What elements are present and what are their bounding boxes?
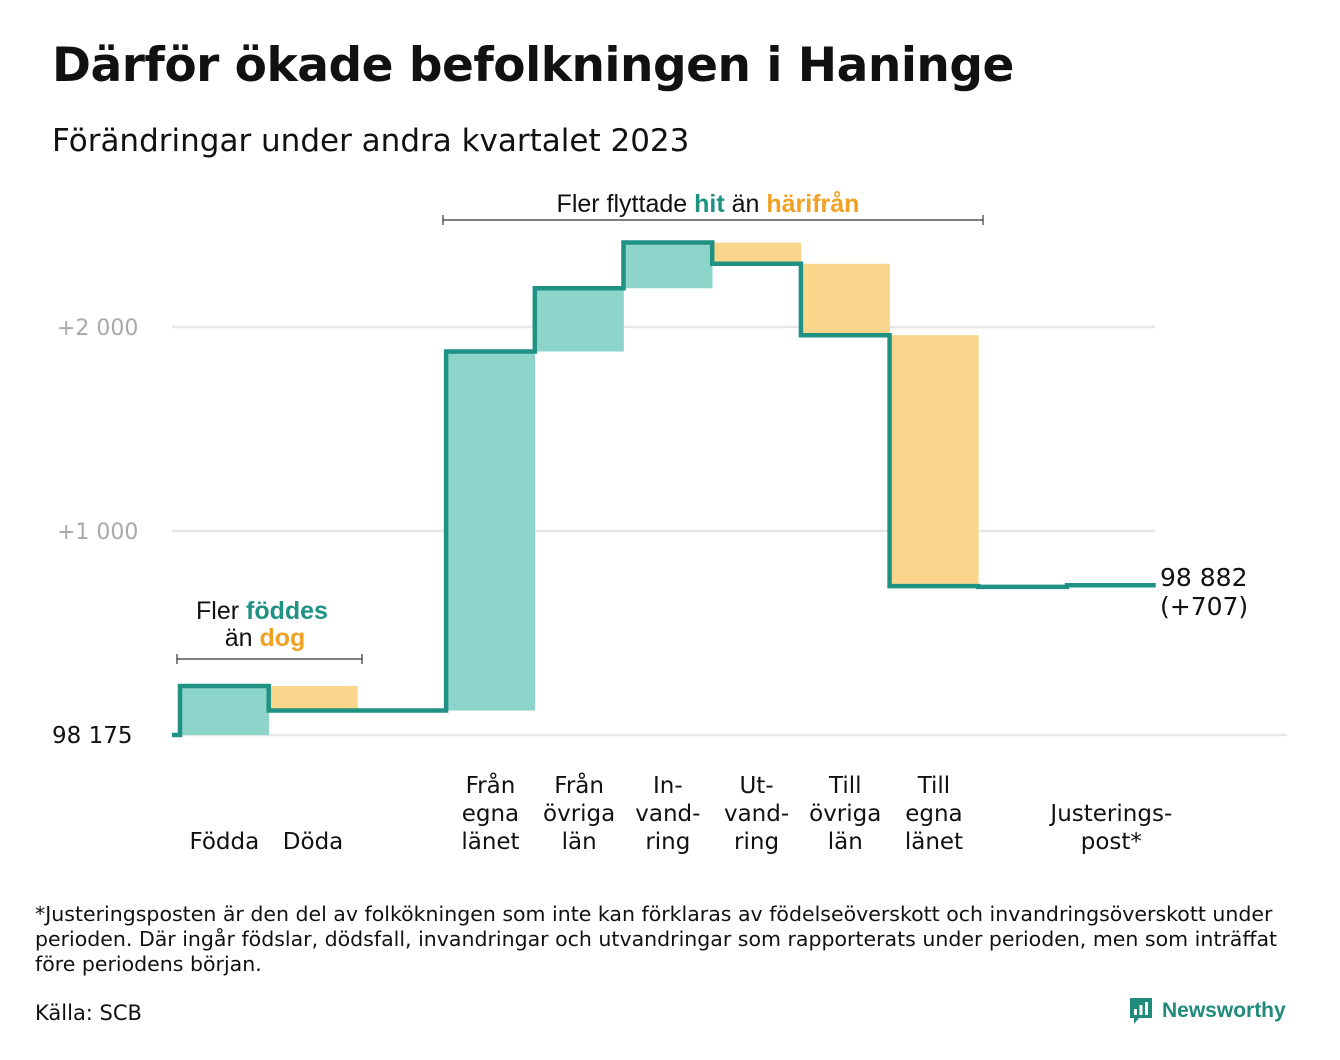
category-label: ring (734, 829, 779, 855)
bar-decrease (800, 263, 890, 336)
bar-decrease (712, 242, 802, 264)
bar-increase (623, 242, 713, 289)
chart-subtitle: Förändringar under andra kvartalet 2023 (52, 123, 690, 159)
running-total-path (172, 240, 1156, 738)
y-tick-label: +2 000 (57, 316, 138, 341)
source-label: Källa: SCB (35, 1001, 142, 1025)
category-label: egna (905, 801, 962, 827)
newsworthy-chart-icon (1130, 998, 1152, 1024)
bar-increase (534, 288, 624, 352)
category-label: län (562, 829, 597, 855)
category-label: övriga (543, 801, 615, 827)
brand-logo: Newsworthy (1128, 996, 1286, 1026)
category-label: Födda (189, 829, 259, 855)
y-tick-labels: +2 000 +1 000 98 175 (52, 316, 138, 749)
bar-decrease (889, 335, 979, 587)
category-label: Från (554, 771, 604, 799)
category-label: Från (466, 771, 516, 799)
chart-title: Därför ökade befolkningen i Haninge (52, 38, 1014, 93)
running-total-line (172, 240, 1156, 738)
births-annotation-line2: än dog (225, 624, 306, 652)
category-label: länet (905, 829, 963, 855)
category-label: län (828, 829, 863, 855)
category-label: post* (1081, 829, 1142, 855)
category-label: egna (462, 801, 519, 827)
category-label: länet (461, 829, 519, 855)
grid-lines (172, 325, 1287, 737)
category-label: vand- (635, 801, 700, 827)
brand-name: Newsworthy (1162, 999, 1286, 1022)
bars (180, 242, 979, 735)
annotations: Fler föddes än dog Fler flyttade hit än … (176, 190, 984, 664)
baseline-label: 98 175 (52, 723, 132, 749)
end-value-label: 98 882 (1160, 563, 1247, 592)
migration-annotation: Fler flyttade hit än härifrån (557, 190, 860, 218)
category-label: Ut- (739, 773, 773, 799)
category-label: Till (828, 773, 862, 799)
category-label: In- (653, 773, 683, 799)
footnote: *Justeringsposten är den del av folkökni… (35, 902, 1278, 976)
bar-increase (446, 351, 536, 711)
category-labels: Födda DödaFrånegnalänetFrånövrigalänIn-va… (189, 771, 1172, 855)
bar-decrease (268, 686, 358, 711)
category-label: övriga (809, 801, 881, 827)
end-change-label: (+707) (1160, 592, 1248, 621)
bar-increase (180, 686, 269, 735)
category-label: Justerings- (1048, 801, 1172, 827)
births-annotation-line1: Fler föddes (196, 597, 328, 625)
category-label: ring (645, 829, 690, 855)
category-label: Till (917, 773, 951, 799)
y-tick-label: +1 000 (57, 520, 138, 545)
category-label: vand- (724, 801, 789, 827)
category-label: Döda (283, 829, 343, 855)
